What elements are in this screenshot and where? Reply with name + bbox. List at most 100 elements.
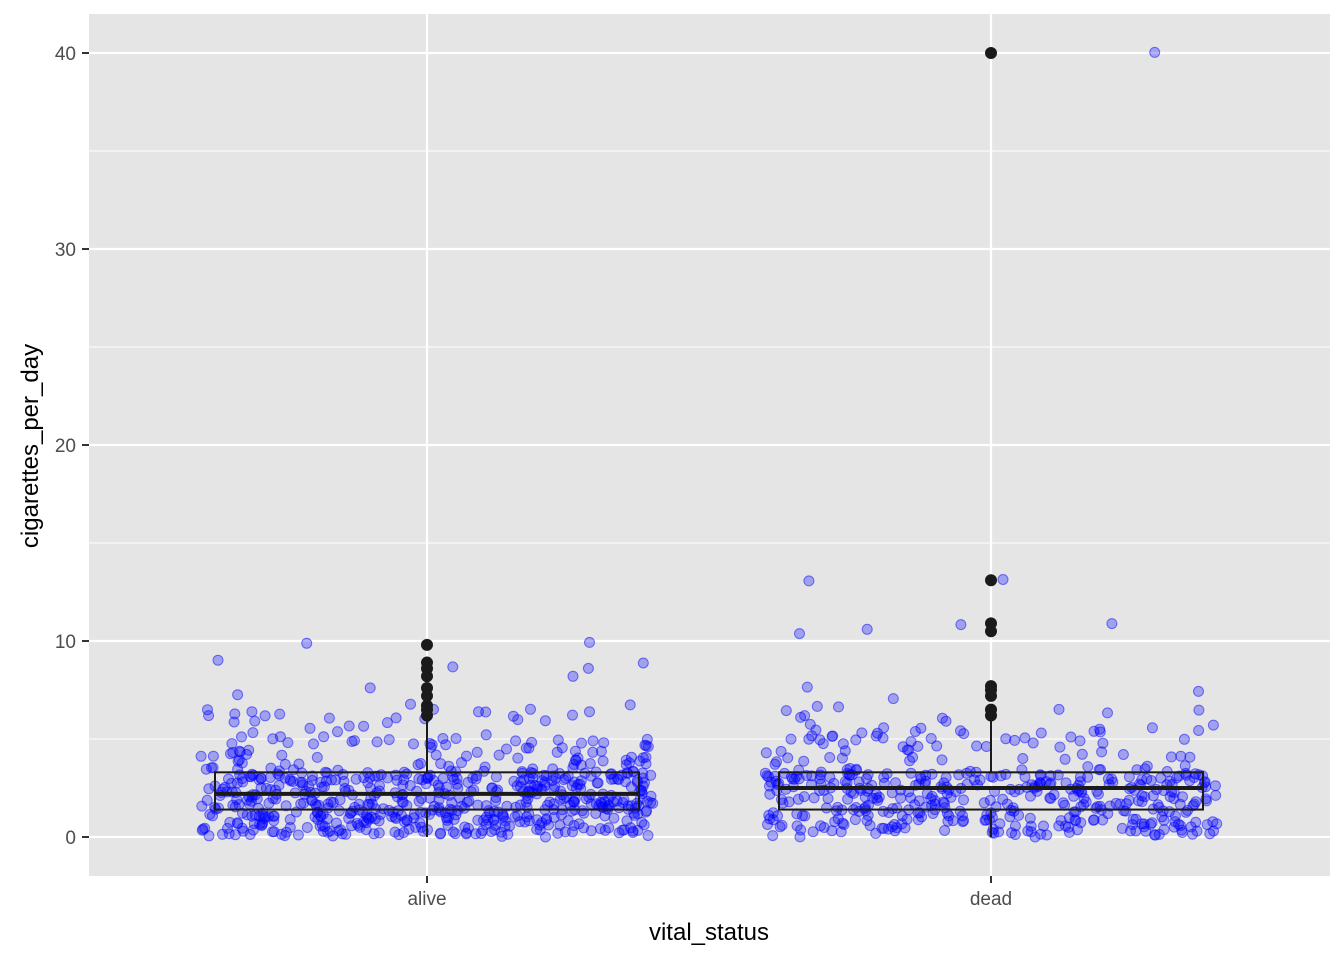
jitter-point <box>292 829 304 841</box>
jitter-point <box>838 819 850 830</box>
jitter-point <box>794 628 805 640</box>
jitter-point <box>1053 820 1065 832</box>
jitter-point <box>1130 813 1142 825</box>
jitter-point <box>624 699 636 711</box>
jitter-point <box>267 733 279 745</box>
jitter-point <box>195 750 207 762</box>
jitter-point <box>947 815 959 827</box>
jitter-point <box>804 718 816 730</box>
jitter-point <box>957 810 968 822</box>
jitter-point <box>1147 790 1159 802</box>
jitter-point <box>912 740 924 752</box>
jitter-point <box>785 733 797 745</box>
jitter-point <box>488 805 500 817</box>
jitter-point <box>870 730 882 742</box>
jitter-point <box>822 793 834 804</box>
y-tick-label: 10 <box>55 632 76 653</box>
jitter-point <box>789 773 800 785</box>
jitter-point <box>437 733 449 744</box>
jitter-point <box>323 712 335 724</box>
jitter-point <box>806 770 818 782</box>
jitter-point <box>232 689 244 701</box>
jitter-point <box>512 752 524 764</box>
jitter-point <box>887 693 899 705</box>
jitter-point <box>941 807 953 819</box>
jitter-point <box>801 681 813 693</box>
jitter-point <box>1017 753 1029 764</box>
jitter-point <box>540 831 551 843</box>
jitter-point <box>470 828 482 840</box>
jitter-point <box>301 637 313 649</box>
jitter-point <box>301 822 313 833</box>
jitter-point <box>201 794 213 806</box>
jitter-point <box>1184 751 1196 763</box>
jitter-point <box>349 735 360 747</box>
jitter-point <box>241 794 253 806</box>
jitter-point <box>821 802 832 814</box>
jitter-point <box>631 798 643 809</box>
jitter-point <box>306 774 318 786</box>
jitter-point <box>249 715 261 727</box>
jitter-point <box>1155 772 1167 784</box>
jitter-point <box>435 806 447 818</box>
jitter-point <box>769 758 781 770</box>
jitter-point <box>237 807 248 819</box>
jitter-point <box>223 828 235 840</box>
jitter-point <box>760 747 772 759</box>
jitter-point <box>343 813 355 824</box>
jitter-point <box>824 752 836 763</box>
jitter-point <box>1180 767 1192 779</box>
jitter-point <box>1027 737 1039 749</box>
jitter-point <box>490 771 502 783</box>
jitter-point <box>1063 812 1075 824</box>
jitter-point <box>237 825 249 837</box>
jitter-point <box>241 748 253 760</box>
jitter-point <box>776 819 788 831</box>
jitter-point <box>304 722 316 734</box>
y-axis-title: cigarettes_per_day <box>17 344 44 548</box>
jitter-point <box>807 826 819 838</box>
jitter-point <box>795 711 807 723</box>
jitter-point <box>264 772 276 783</box>
jitter-point <box>351 817 363 829</box>
jitter-point <box>1057 797 1069 809</box>
jitter-point <box>340 828 352 840</box>
jitter-point <box>920 775 932 787</box>
jitter-point <box>1149 46 1161 58</box>
jitter-point <box>408 738 419 750</box>
jitter-point <box>792 793 804 805</box>
jitter-point <box>1187 828 1198 840</box>
jitter-point <box>480 729 492 741</box>
jitter-point <box>295 798 307 810</box>
jitter-point <box>496 830 508 842</box>
jitter-point <box>1136 790 1148 802</box>
jitter-point <box>1127 819 1139 831</box>
jitter-point <box>839 745 851 757</box>
jitter-point <box>1102 707 1113 719</box>
jitter-point <box>1019 732 1031 744</box>
jitter-point <box>870 788 882 800</box>
jitter-point <box>236 757 248 769</box>
jitter-point <box>901 744 913 756</box>
jitter-point <box>1175 820 1186 831</box>
jitter-point <box>493 749 505 761</box>
jitter-point <box>621 815 633 827</box>
jitter-point <box>257 817 269 829</box>
jitter-point <box>1153 801 1165 813</box>
jitter-point <box>585 770 597 782</box>
jitter-point <box>226 777 237 789</box>
jitter-point <box>1136 796 1148 808</box>
jitter-point <box>333 805 345 817</box>
jitter-point <box>958 728 970 740</box>
jitter-point <box>358 816 370 828</box>
jitter-point <box>591 777 603 789</box>
jitter-point <box>523 742 535 754</box>
jitter-point <box>1063 826 1075 838</box>
jitter-point <box>228 716 240 728</box>
jitter-point <box>798 791 810 803</box>
jitter-point <box>987 771 999 783</box>
jitter-point <box>958 794 969 806</box>
jitter-point <box>310 798 322 810</box>
jitter-point <box>381 717 393 729</box>
jitter-point <box>997 574 1009 585</box>
